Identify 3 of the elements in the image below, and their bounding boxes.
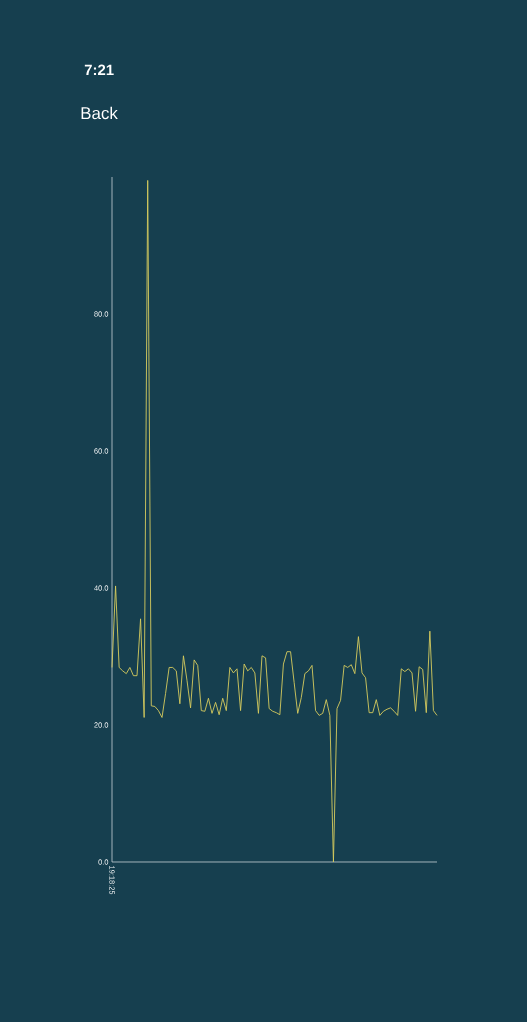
text: 7:21 xyxy=(84,64,114,75)
text: Back xyxy=(81,106,118,120)
line-series xyxy=(111,179,438,863)
